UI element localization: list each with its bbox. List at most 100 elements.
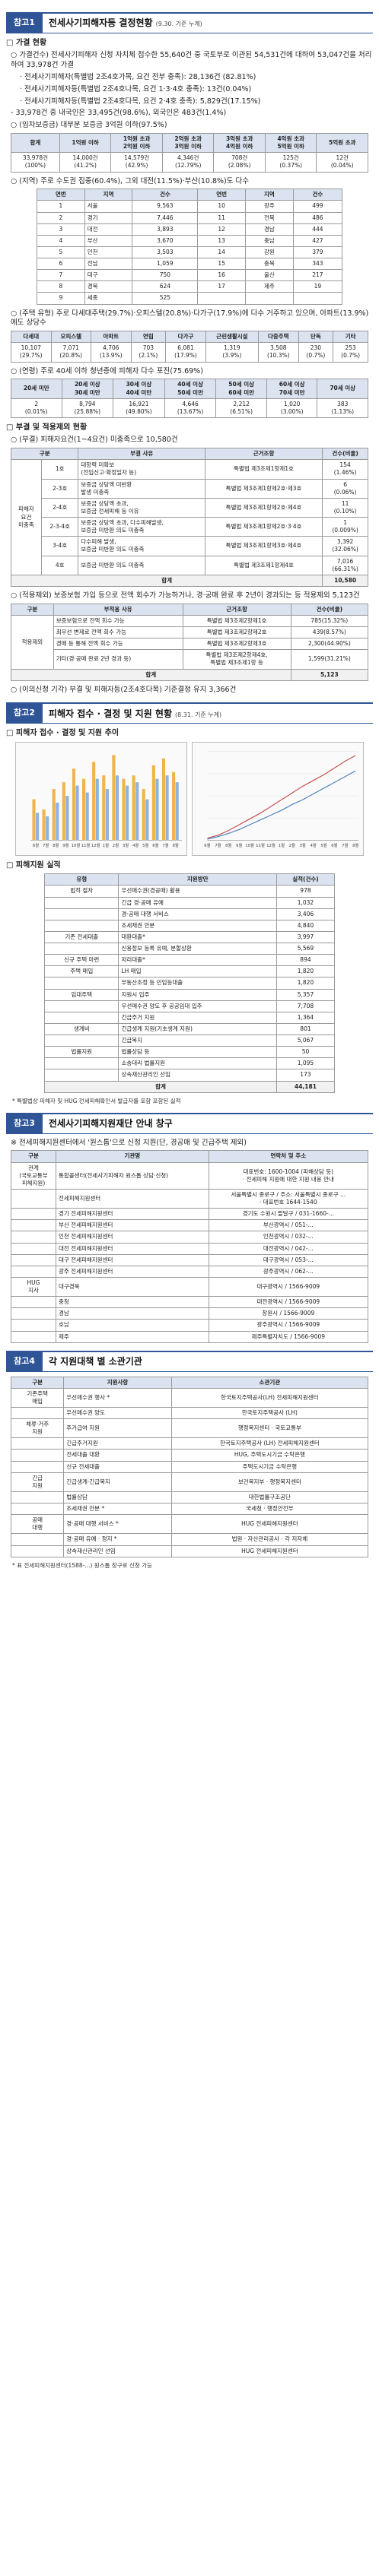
table-cell: 인천 전세피해지원센터 [55, 1231, 209, 1244]
table-header-cell: 50세 이상 60세 미만 [215, 379, 267, 399]
table-cell: 특별법 제3조제1항제2호·제3호 [204, 478, 323, 499]
table-total-row: 합계 44,181 [44, 1080, 336, 1093]
table-header-cell: 연번 [37, 189, 85, 201]
table-cell: HUG, 주택도시기금 수탁은행 [170, 1449, 369, 1462]
table-cell: 공매 대행 [10, 1514, 65, 1535]
table-header-cell: 구분 [10, 1376, 65, 1389]
table-header-cell: 건수(비율) [290, 603, 369, 616]
table-cell: 125건 (0.37%) [264, 152, 317, 173]
table-row: 긴급 경·공매 유예 1,032 [43, 896, 336, 909]
paragraph: ○ (적용제외) 보증보험 가입 등으로 전액 회수가 가능하거나, 경·공매 … [11, 591, 360, 600]
x-tick-label: 7월 [342, 842, 348, 848]
table-cell: 광주광역시 / 1566-9009 [208, 1319, 369, 1332]
bar [62, 781, 65, 841]
exclusion-table-wrap: 구분 부적용 사유 근거조항 건수(비율) 적용제외 보증보험으로 전액 회수 가능 특별… [11, 603, 369, 681]
table-row: 조세채권 안분 4,840 [43, 919, 336, 932]
x-tick-label: 12월 [266, 842, 275, 848]
table-row: 전세피해지원센터 서울특별시 종로구 / 주소: 서울특별시 종로구 ... · 대… [11, 1188, 369, 1209]
region-table-wrap: 연번 지역 건수 연번 지역 건수 1 서울 9,563 10 광주 499 2 경기 7,446 11 전북… [37, 189, 343, 305]
table-row: 8 경북 624 17 제주 19 [37, 280, 343, 293]
table-row: 경·공매 유예 · 정지 * 법원 · 자산관리공사 · 각 지자체 [10, 1533, 369, 1546]
table-cell: 우선매수권 양도 [63, 1406, 172, 1420]
table-header-cell: 건수(비율) [322, 448, 368, 461]
table-row: 대구 전세피해지원센터 대구광역시 / 053-... [11, 1253, 369, 1266]
table-row: 호남 광주광역시 / 1566-9009 [11, 1319, 369, 1332]
table-cell: 708건 (2.08%) [213, 152, 266, 173]
table-cell: 신용정보 등록 유예, 분할상환 [118, 943, 277, 955]
table-cell: 전북 [244, 211, 294, 224]
bar [36, 813, 40, 841]
footnote: * 특별법상 피해자 및 HUG 전세피해확인서 발급자를 포함 포함된 실적 [12, 1097, 181, 1104]
table-cell [10, 1437, 65, 1450]
table-header-cell: 70세 이상 [317, 379, 368, 399]
x-tick-label: 10월 [245, 842, 254, 848]
table-cell: 경남 [244, 223, 294, 236]
table-cell [10, 1503, 65, 1516]
table-row: 적용제외 보증보험으로 전액 회수 가능 특별법 제3조제2항제1호 785(15.3… [11, 614, 369, 670]
table-cell: 긴급주거 지원 [118, 1011, 277, 1024]
table-cell: 9,563 [132, 200, 199, 213]
table-header-cell: 기관명 [55, 1150, 209, 1163]
table-cell: 경·공매 대행 서비스 [118, 908, 277, 920]
x-tick-label: 6월 [33, 842, 39, 848]
table-cell: 긴급복지 [118, 1035, 277, 1047]
table-cell: 특별법 제3조제2항제2호 [182, 626, 291, 639]
table-cell: 4,646 (13.67%) [164, 398, 217, 418]
bar [102, 775, 106, 841]
table-cell: 6 (0.06%) [322, 478, 368, 499]
table-cell: 7,071 (20.8%) [50, 342, 92, 363]
table-cell: 긴급생계 지원(기초생계 지원) [118, 1022, 277, 1036]
table-cell: 3,406 [275, 908, 336, 920]
table-cell: 1,820 [275, 977, 336, 990]
table-cell: 울산 [244, 269, 294, 282]
table-row: 광주 전세피해지원센터 광주광역시 / 062-... [11, 1265, 369, 1278]
table-cell: 서울 [84, 200, 133, 213]
reject-table-wrap: 구분 부결 사유 근거조항 건수(비율) 피해자 요건 미충족 1호 대항력 미확보 (전입신고… [10, 448, 368, 587]
table-cell: 3 [37, 223, 85, 236]
table-cell: 3,670 [132, 234, 199, 247]
table-header-cell: 기타 [333, 331, 368, 344]
table-cell: 12건 (0.04%) [316, 152, 368, 173]
table-cell: 19 [292, 280, 343, 293]
table-cell: 주거급여 지원 [63, 1418, 172, 1439]
table-cell [43, 1011, 119, 1024]
paragraph: ○ 가결건수) 전세사기피해자 신청 자치체 접수한 55,640건 중 국토부… [11, 51, 372, 70]
table-cell: 10,580 [322, 574, 368, 587]
table-row: 긴급복지 5,067 [43, 1035, 336, 1047]
table-cell: 1,020 (3.00%) [266, 398, 318, 418]
table-cell: 최우선 변제로 전액 회수 가능 [53, 626, 183, 639]
table-cell: 3,503 [132, 246, 199, 259]
table-cell: 2-3-4호 [40, 517, 79, 537]
table-cell: 4,706 (13.9%) [91, 342, 132, 363]
table-cell: 한국토지주택공사 (LH) 전세피해지원센터 [170, 1437, 369, 1450]
table-cell: 대한법률구조공단 [170, 1491, 369, 1504]
bar [75, 785, 79, 841]
table-cell: 법적 절차 [43, 885, 119, 898]
bar [105, 788, 109, 841]
table-cell: 7,016 (66.31%) [322, 555, 368, 575]
table-cell: 16 [197, 269, 246, 282]
table-cell: 긴급 지원 [10, 1472, 65, 1492]
table-cell: 1호 [40, 459, 79, 480]
table-cell: 2 (0.01%) [11, 398, 62, 418]
table-row: 9 세종 525 [37, 292, 343, 305]
table-cell: 343 [292, 258, 343, 271]
table-row: 기존주택 매입 우선매수권 행사 * 한국토지주택공사(LH) 전세피해지원센터 [10, 1387, 369, 1408]
table-cell: 2-3호 [40, 478, 79, 499]
table-cell: 801 [275, 1022, 336, 1036]
table-cell: 10 [197, 200, 246, 213]
table-header-cell: 건수 [292, 189, 343, 201]
table-cell [10, 1460, 65, 1473]
section-header-ref4: 참고4 각 지원대책 별 소관기관 [6, 1350, 373, 1372]
table-cell: 전남 [84, 258, 133, 271]
table-cell: 행정복지센터 · 국토교통부 [170, 1418, 369, 1439]
contact-table: 구분 기관명 연락처 및 주소 관계 (국토교통부 피해지원) 통합콜센터(전세사기피해자… [11, 1150, 369, 1343]
table-row: 전세대출 대환 HUG, 주택도시기금 수탁은행 [10, 1449, 369, 1462]
bar [172, 772, 176, 841]
table-cell [11, 1231, 56, 1244]
table-row: 법적 절차 우선매수권(경공매) 활용 978 [43, 885, 336, 898]
bar [82, 778, 86, 841]
table-header-cell: 단독 [298, 331, 334, 344]
section-header-ref2: 참고2 피해자 접수 · 결정 및 지원 현황 (8.31. 기준 누계) [6, 702, 373, 724]
series-line [207, 770, 356, 840]
